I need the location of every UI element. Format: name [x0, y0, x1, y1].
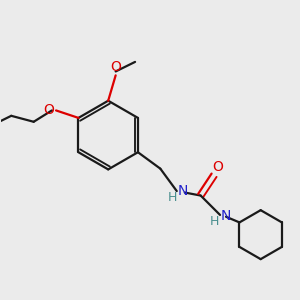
Text: H: H: [168, 190, 177, 203]
Text: N: N: [220, 209, 231, 224]
Text: H: H: [210, 215, 219, 228]
Text: O: O: [43, 103, 54, 117]
Text: O: O: [212, 160, 223, 174]
Text: O: O: [110, 60, 121, 74]
Text: N: N: [178, 184, 188, 198]
